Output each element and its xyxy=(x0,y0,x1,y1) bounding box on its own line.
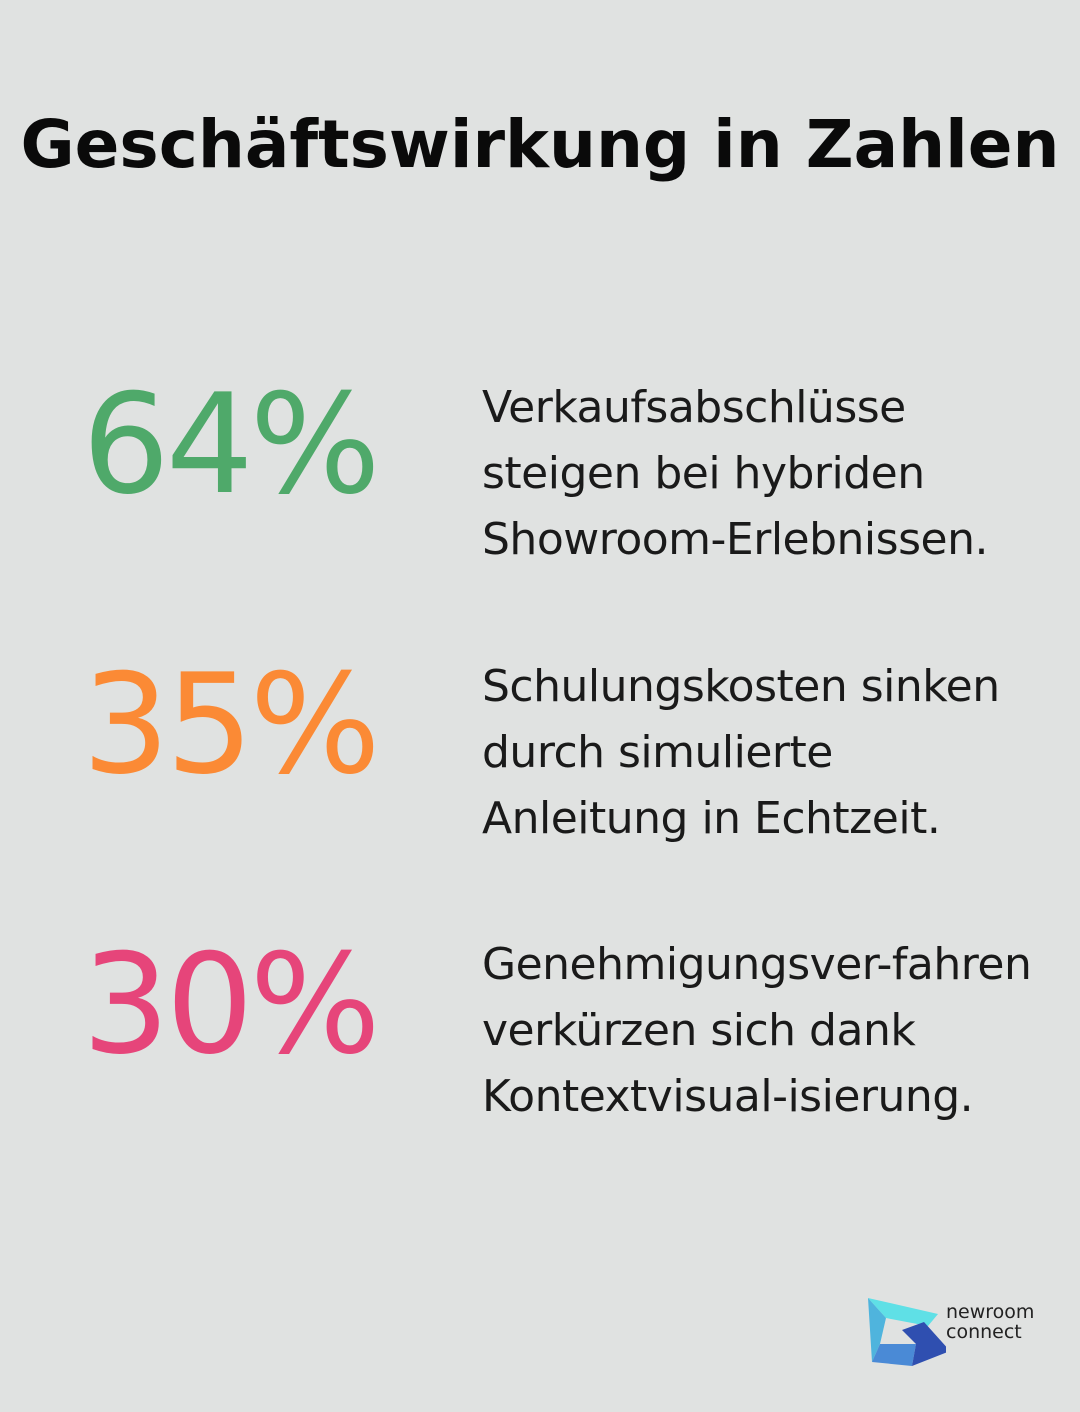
logo-mark-icon xyxy=(868,1298,950,1366)
stat-description-1: Verkaufsabschlüsse steigen bei hybriden … xyxy=(482,382,988,565)
stat-value-3: 30% xyxy=(82,924,381,1085)
stat-description-2: Schulungskosten sinken durch simulierte … xyxy=(482,661,1000,844)
brand-logo: newroom connect xyxy=(866,1296,1046,1372)
page-title: Geschäftswirkung in Zahlen xyxy=(20,106,1060,183)
logo-text-line2: connect xyxy=(946,1321,1022,1343)
logo-text-line1: newroom xyxy=(946,1301,1035,1323)
stat-value-2: 35% xyxy=(82,644,381,805)
stat-description-3: Genehmigungsver-fahren verkürzen sich da… xyxy=(482,939,1032,1122)
stat-value-1: 64% xyxy=(82,364,381,525)
